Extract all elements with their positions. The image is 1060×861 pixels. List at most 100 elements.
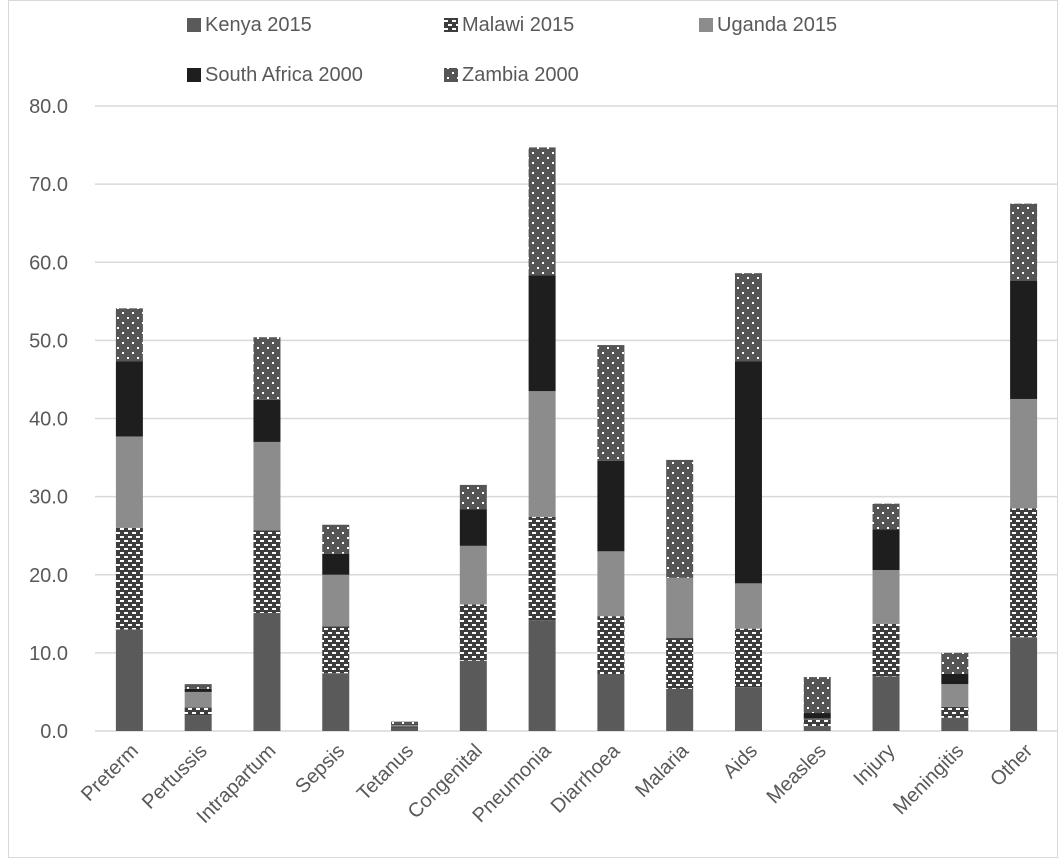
bar-sepsis-uganda-2015: [322, 574, 350, 627]
x-tick-label: Pertussis: [138, 740, 212, 814]
bar-intrapartum-zambia-2000: [253, 337, 281, 400]
legend: Kenya 2015 Malawi 2015 Uganda 2015 South Af…: [187, 14, 837, 86]
bar-sepsis-south-africa-2000: [322, 553, 350, 575]
bar-other-malawi-2015: [1010, 508, 1038, 638]
bar-pneumonia-zambia-2000: [528, 147, 556, 276]
bar-meningitis-malawi-2015: [941, 706, 969, 718]
bar-aids-kenya-2015: [734, 687, 762, 731]
bar-preterm-malawi-2015: [115, 527, 143, 630]
y-axis-tick-labels: 0.0 10.0 20.0 30.0 40.0 50.0 60.0 70.0 80.0: [29, 96, 68, 743]
bar-pneumonia-kenya-2015: [528, 620, 556, 731]
bar-other-south-africa-2000: [1010, 281, 1038, 399]
bar-malaria-zambia-2000: [666, 459, 694, 578]
bar-congenital-malawi-2015: [459, 604, 487, 661]
x-tick-label: Injury: [849, 740, 899, 790]
bar-congenital-uganda-2015: [459, 545, 487, 605]
bar-diarrhoea-zambia-2000: [597, 345, 625, 461]
bar-pneumonia-south-africa-2000: [528, 275, 556, 392]
y-tick-label: 60.0: [29, 252, 68, 274]
bar-tetanus-south-africa-2000: [391, 723, 419, 725]
bar-diarrhoea-uganda-2015: [597, 551, 625, 617]
bar-preterm-kenya-2015: [115, 629, 143, 731]
bar-injury-kenya-2015: [872, 676, 900, 731]
bars: [115, 147, 1038, 731]
bar-injury-south-africa-2000: [872, 529, 900, 571]
bar-preterm-zambia-2000: [115, 308, 143, 362]
bar-diarrhoea-south-africa-2000: [597, 460, 625, 552]
y-tick-label: 40.0: [29, 409, 68, 431]
bar-sepsis-zambia-2000: [322, 524, 350, 554]
bar-meningitis-kenya-2015: [941, 717, 969, 731]
bar-malaria-uganda-2015: [666, 577, 694, 639]
bar-congenital-kenya-2015: [459, 660, 487, 731]
bar-measles-uganda-2015: [803, 718, 831, 720]
x-tick-label: Tetanus: [353, 740, 418, 805]
y-tick-label: 50.0: [29, 330, 68, 352]
bar-measles-south-africa-2000: [803, 713, 831, 719]
x-tick-label: Other: [986, 740, 1037, 791]
bar-tetanus-malawi-2015: [391, 726, 419, 728]
bar-preterm-uganda-2015: [115, 436, 143, 528]
x-tick-label: Diarrhoea: [547, 739, 625, 817]
bar-tetanus-uganda-2015: [391, 724, 419, 727]
x-tick-label: Preterm: [77, 740, 143, 806]
bar-tetanus-zambia-2000: [391, 721, 419, 724]
bar-pertussis-south-africa-2000: [184, 688, 212, 692]
legend-label: South Africa 2000: [205, 64, 363, 86]
legend-label: Uganda 2015: [717, 14, 837, 36]
x-tick-label: Malaria: [631, 739, 694, 802]
bar-meningitis-south-africa-2000: [941, 673, 969, 685]
bar-congenital-zambia-2000: [459, 484, 487, 510]
legend-swatch: [444, 18, 458, 32]
bar-meningitis-uganda-2015: [941, 684, 969, 707]
legend-label: Kenya 2015: [205, 14, 312, 36]
bar-tetanus-kenya-2015: [391, 727, 419, 731]
bar-other-uganda-2015: [1010, 398, 1038, 509]
bar-intrapartum-uganda-2015: [253, 441, 281, 531]
bar-diarrhoea-malawi-2015: [597, 616, 625, 674]
y-tick-label: 30.0: [29, 487, 68, 509]
bar-malaria-malawi-2015: [666, 638, 694, 689]
bar-injury-zambia-2000: [872, 503, 900, 530]
y-tick-label: 80.0: [29, 96, 68, 118]
bar-injury-malawi-2015: [872, 623, 900, 677]
x-tick-label: Aids: [719, 740, 762, 783]
bar-intrapartum-malawi-2015: [253, 530, 281, 614]
bar-sepsis-malawi-2015: [322, 626, 350, 674]
bar-aids-zambia-2000: [734, 273, 762, 362]
bar-pertussis-zambia-2000: [184, 684, 212, 689]
bar-intrapartum-kenya-2015: [253, 613, 281, 731]
bar-malaria-kenya-2015: [666, 688, 694, 731]
bar-pertussis-uganda-2015: [184, 691, 212, 708]
bar-congenital-south-africa-2000: [459, 509, 487, 546]
bar-aids-uganda-2015: [734, 583, 762, 629]
legend-label: Malawi 2015: [462, 14, 574, 36]
bar-meningitis-zambia-2000: [941, 652, 969, 674]
legend-label: Zambia 2000: [462, 64, 579, 86]
bar-aids-south-africa-2000: [734, 361, 762, 584]
bar-sepsis-kenya-2015: [322, 673, 350, 731]
bar-pertussis-kenya-2015: [184, 715, 212, 731]
bar-preterm-south-africa-2000: [115, 361, 143, 437]
bar-pneumonia-malawi-2015: [528, 516, 556, 621]
legend-swatch: [187, 68, 201, 82]
x-tick-label: Sepsis: [291, 740, 349, 798]
bar-pneumonia-uganda-2015: [528, 391, 556, 517]
bar-other-kenya-2015: [1010, 637, 1038, 731]
bar-diarrhoea-kenya-2015: [597, 673, 625, 731]
bar-measles-malawi-2015: [803, 719, 831, 727]
y-tick-label: 10.0: [29, 643, 68, 665]
legend-swatch: [699, 18, 713, 32]
bar-intrapartum-south-africa-2000: [253, 399, 281, 442]
bar-injury-uganda-2015: [872, 570, 900, 624]
bar-other-zambia-2000: [1010, 203, 1038, 281]
bar-pertussis-malawi-2015: [184, 707, 212, 716]
bar-measles-kenya-2015: [803, 726, 831, 731]
y-tick-label: 20.0: [29, 565, 68, 587]
x-tick-label: Meningitis: [889, 740, 968, 819]
legend-swatch: [444, 68, 458, 82]
y-tick-label: 0.0: [40, 721, 68, 743]
y-tick-label: 70.0: [29, 174, 68, 196]
